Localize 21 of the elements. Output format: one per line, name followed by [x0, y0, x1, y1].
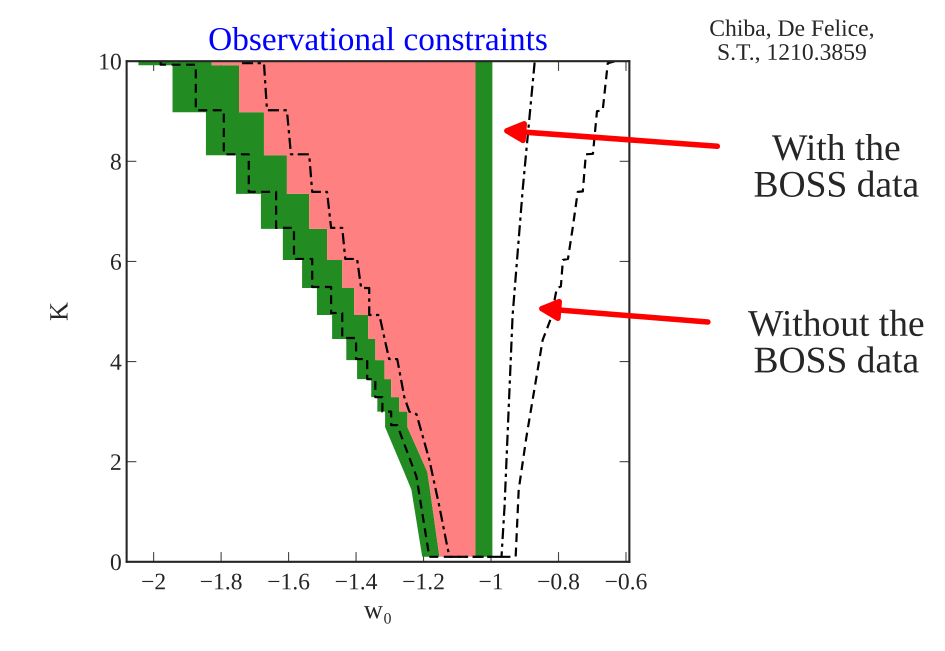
text: With the BOSS data — [754, 134, 919, 197]
y-axis-title: K — [50, 302, 68, 320]
y-tick-label: 0 — [110, 554, 121, 570]
x-tick-label: −0.6 — [606, 574, 647, 590]
y-tick-label: 2 — [111, 454, 120, 470]
text: Chiba, De Felice, S.T., 1210.3859 — [710, 20, 874, 64]
y-tick-label: 6 — [110, 254, 122, 270]
y-tick-label: 8 — [110, 154, 121, 170]
chart-title: Observational constraints — [210, 26, 547, 50]
x-tick-label: −1 — [480, 574, 502, 590]
y-tick-label: 10 — [100, 54, 121, 70]
x-tick-label: −1.4 — [336, 574, 378, 590]
line-series — [160, 61, 616, 558]
x-tick-label: −1.2 — [403, 574, 444, 590]
y-tick-label: 4 — [110, 354, 122, 370]
x-tick-label: −1.6 — [268, 574, 310, 590]
x-tick-label: −0.8 — [538, 574, 580, 590]
text: Without the BOSS data — [748, 310, 924, 373]
x-tick-label: −2 — [142, 574, 165, 590]
x-tick-label: −1.8 — [200, 574, 242, 590]
x-axis-title: w₀ — [364, 606, 391, 624]
